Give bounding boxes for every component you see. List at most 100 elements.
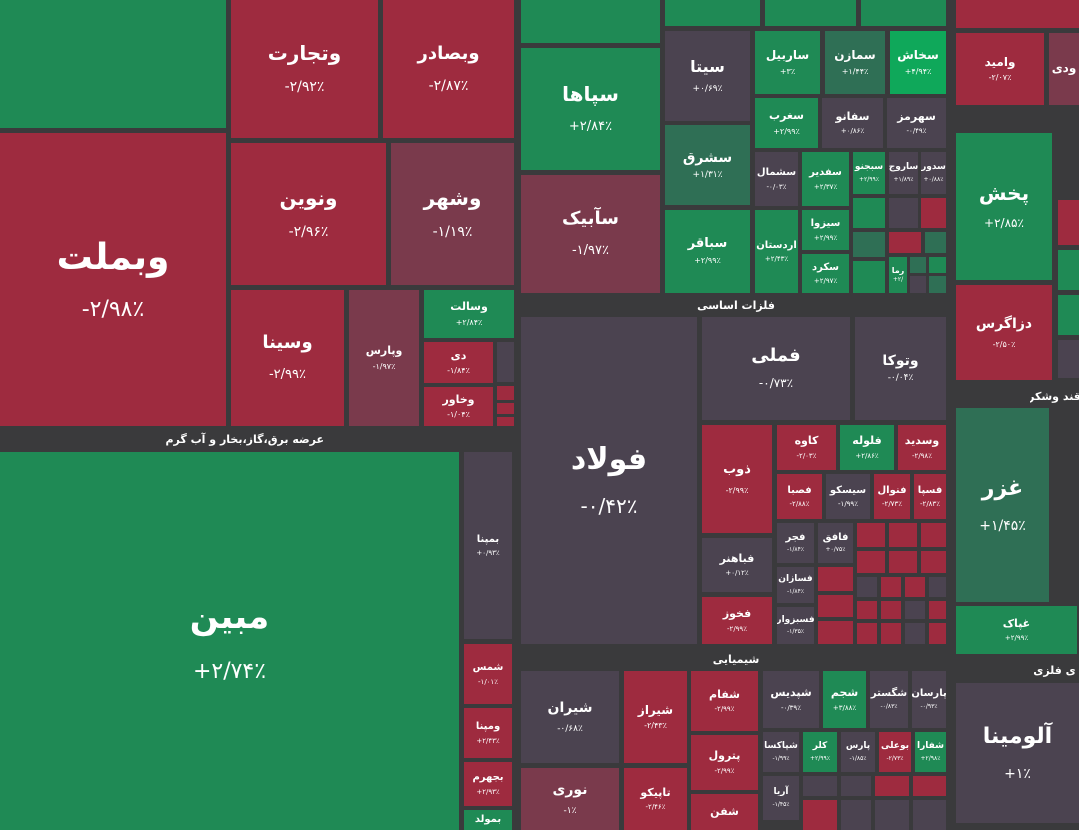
stock-tile[interactable]: وپارس -۱/۹۷٪ <box>349 290 419 426</box>
stock-tile-top[interactable] <box>521 0 660 43</box>
stock-tile-small[interactable] <box>881 577 901 597</box>
stock-tile-small[interactable] <box>841 800 871 830</box>
stock-tile[interactable]: شگستر -۰/۸۳٪ <box>870 671 908 728</box>
stock-tile[interactable]: فنوال -۲/۷۳٪ <box>874 474 910 519</box>
stock-tile[interactable]: فافق +۰/۷۵٪ <box>818 523 853 563</box>
stock-tile-small[interactable] <box>1058 295 1079 335</box>
stock-tile[interactable]: ساروج +۱/۸۹٪ <box>889 152 918 194</box>
stock-tile[interactable]: فباهنر +۰/۱۲٪ <box>702 538 772 592</box>
stock-tile[interactable]: کلر +۲/۹۹٪ <box>803 732 837 772</box>
stock-tile-small[interactable] <box>857 577 877 597</box>
stock-tile[interactable]: دزاگرس -۲/۵۰٪ <box>956 285 1052 380</box>
stock-tile[interactable]: سغرب +۲/۹۹٪ <box>755 98 818 148</box>
stock-tile[interactable]: آریا -۱/۴۵٪ <box>763 776 799 820</box>
stock-tile-small[interactable] <box>497 417 514 426</box>
stock-tile-small[interactable] <box>497 403 514 414</box>
stock-tile[interactable]: نوری -۱٪ <box>521 768 619 830</box>
stock-tile-small[interactable] <box>889 198 918 228</box>
stock-tile[interactable]: سفدیر +۲/۳۷٪ <box>802 152 849 206</box>
stock-tile[interactable]: فصبا -۲/۸۸٪ <box>777 474 822 519</box>
stock-tile-small[interactable] <box>853 261 885 293</box>
stock-tile-small[interactable] <box>1058 340 1079 378</box>
stock-tile[interactable]: وامید -۲/۰۷٪ <box>956 33 1044 105</box>
stock-tile-small[interactable] <box>929 577 946 597</box>
stock-tile-small[interactable] <box>497 386 514 400</box>
stock-tile[interactable]: ودی <box>1049 33 1079 105</box>
stock-tile[interactable]: فلوله +۲/۸۶٪ <box>840 425 894 470</box>
stock-tile[interactable]: وتوکا -۰/۰۴٪ <box>855 317 946 420</box>
stock-tile-small[interactable] <box>875 776 909 796</box>
stock-tile[interactable]: فسازان -۱/۸۴٪ <box>777 567 814 603</box>
stock-tile[interactable]: فجر -۱/۸۴٪ <box>777 523 814 563</box>
stock-tile-small[interactable] <box>913 800 946 830</box>
stock-tile[interactable]: شمس -۱/۰۱٪ <box>464 644 512 704</box>
stock-tile-small[interactable] <box>875 800 909 830</box>
stock-tile[interactable]: فولاد -۰/۴۲٪ <box>521 317 697 644</box>
stock-tile-small[interactable] <box>929 276 946 293</box>
stock-tile[interactable]: ومپنا +۲/۴۳٪ <box>464 708 512 758</box>
stock-tile-small[interactable] <box>881 601 901 619</box>
stock-tile-small[interactable] <box>1058 250 1079 290</box>
stock-tile[interactable]: ذوب -۲/۹۹٪ <box>702 425 772 533</box>
stock-tile-small[interactable] <box>803 776 837 796</box>
stock-tile-small[interactable] <box>857 523 885 547</box>
stock-tile[interactable]: ونوین -۲/۹۶٪ <box>231 143 386 285</box>
stock-tile[interactable]: پخش +۲/۸۵٪ <box>956 133 1052 280</box>
stock-tile[interactable]: مبین +۲/۷۴٪ <box>0 452 459 830</box>
stock-tile-top[interactable] <box>956 0 1079 28</box>
stock-tile[interactable]: شجم +۳/۸۸٪ <box>823 671 866 728</box>
stock-tile[interactable]: وبصادر -۲/۸۷٪ <box>383 0 514 138</box>
stock-tile-small[interactable] <box>929 601 946 619</box>
stock-tile-top[interactable] <box>665 0 760 26</box>
stock-tile[interactable]: سباقر +۲/۹۹٪ <box>665 210 750 293</box>
stock-tile[interactable]: وسینا -۲/۹۹٪ <box>231 290 344 426</box>
stock-tile-small[interactable] <box>910 276 926 293</box>
stock-tile[interactable]: سیتا +۰/۶۹٪ <box>665 31 750 121</box>
stock-tile-small[interactable] <box>857 551 885 573</box>
stock-tile[interactable]: وخاور -۱/۰۴٪ <box>424 387 493 426</box>
stock-tile-small[interactable] <box>853 198 885 228</box>
stock-tile[interactable]: سیزوا +۲/۹۹٪ <box>802 210 849 250</box>
stock-tile-small[interactable] <box>857 601 877 619</box>
stock-tile-small[interactable] <box>929 623 946 644</box>
stock-tile-small[interactable] <box>889 523 917 547</box>
stock-tile[interactable]: سشمال -۰/۰۳٪ <box>755 152 798 206</box>
stock-tile-top-left[interactable] <box>0 0 226 128</box>
stock-tile-top[interactable] <box>861 0 946 26</box>
stock-tile[interactable]: رما +۲/ <box>889 257 907 293</box>
stock-tile[interactable]: غپاک +۲/۹۹٪ <box>956 606 1077 654</box>
stock-tile[interactable]: دی -۱/۸۴٪ <box>424 342 493 383</box>
stock-tile[interactable]: وسدید -۲/۹۸٪ <box>898 425 946 470</box>
stock-tile-small[interactable] <box>881 623 901 644</box>
stock-tile[interactable]: شپدیس -۰/۳۹٪ <box>763 671 819 728</box>
stock-tile-small[interactable] <box>818 595 853 617</box>
stock-tile-small[interactable] <box>929 257 946 273</box>
stock-tile[interactable]: فملی -۰/۷۳٪ <box>702 317 850 420</box>
stock-tile[interactable]: سپاها +۲/۸۴٪ <box>521 48 660 170</box>
stock-tile[interactable]: شپاکسا -۱/۹۹٪ <box>763 732 799 772</box>
stock-tile-small[interactable] <box>803 800 837 830</box>
stock-tile[interactable]: شفام -۲/۹۹٪ <box>691 671 758 731</box>
stock-tile[interactable]: سشرق +۱/۳۱٪ <box>665 125 750 205</box>
stock-tile[interactable]: شیراز -۲/۴۳٪ <box>624 671 687 763</box>
stock-tile[interactable]: سیسکو -۱/۹۹٪ <box>826 474 870 519</box>
stock-tile[interactable]: وتجارت -۲/۹۲٪ <box>231 0 378 138</box>
stock-tile[interactable]: ساربیل +۳٪ <box>755 31 820 94</box>
stock-tile[interactable]: پترول -۲/۹۹٪ <box>691 735 758 790</box>
stock-tile-small[interactable] <box>925 232 946 253</box>
stock-tile-small[interactable] <box>889 232 921 253</box>
stock-tile[interactable]: شیران -۰/۶۸٪ <box>521 671 619 763</box>
stock-tile[interactable]: فسبزوار -۱/۳۵٪ <box>777 607 814 644</box>
stock-tile[interactable]: شفارا +۲/۹۸٪ <box>915 732 946 772</box>
stock-tile[interactable]: تاپیکو -۲/۴۶٪ <box>624 768 687 830</box>
stock-tile[interactable]: سبجنو +۲/۹۹٪ <box>853 152 885 194</box>
stock-tile-small[interactable] <box>905 577 925 597</box>
stock-tile-small[interactable] <box>905 601 925 619</box>
stock-tile[interactable]: سخاش +۴/۹۴٪ <box>890 31 946 94</box>
stock-tile[interactable]: وبملت -۲/۹۸٪ <box>0 133 226 426</box>
stock-tile[interactable]: وسالت +۲/۸۴٪ <box>424 290 514 338</box>
stock-tile[interactable]: کاوه -۲/۰۳٪ <box>777 425 836 470</box>
stock-tile-small[interactable] <box>921 523 946 547</box>
stock-tile[interactable]: سهرمز -۰/۴۹٪ <box>887 98 946 148</box>
stock-tile-small[interactable] <box>841 776 871 796</box>
